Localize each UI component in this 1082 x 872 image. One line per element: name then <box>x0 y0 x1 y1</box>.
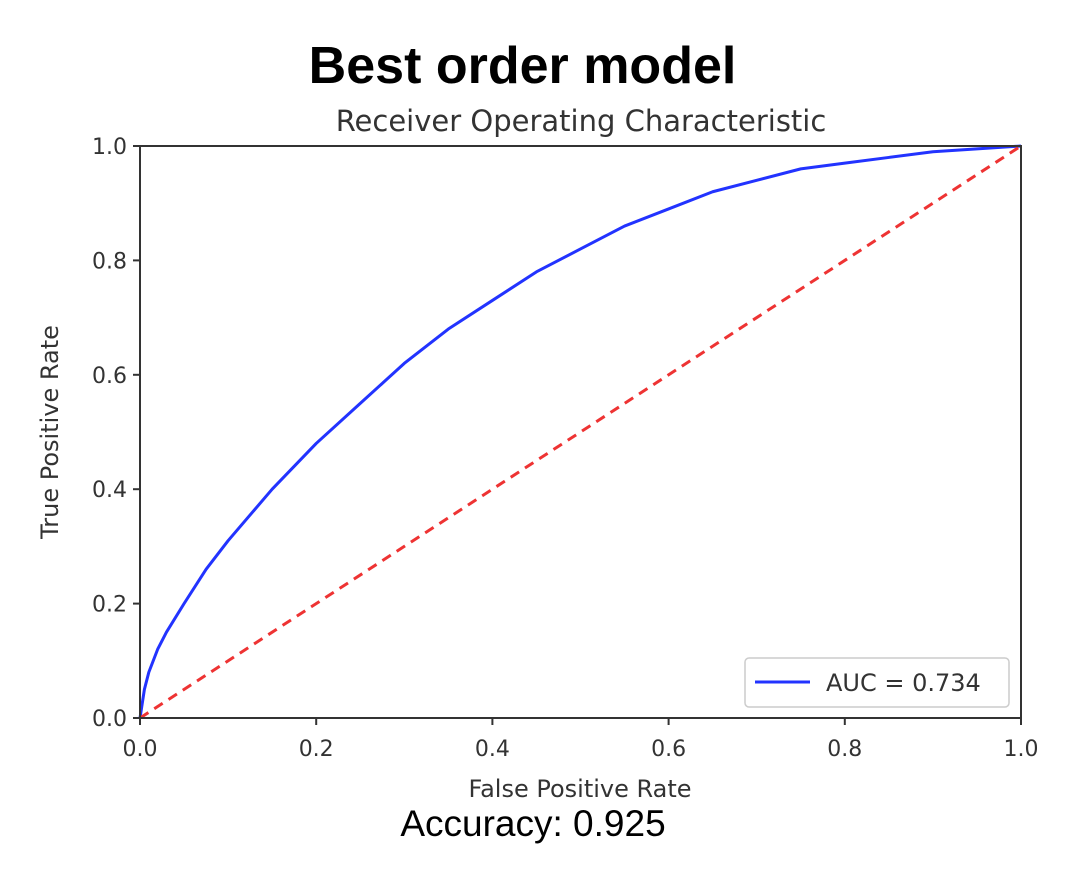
x-tick-label: 0.2 <box>299 737 334 762</box>
y-tick-label: 0.8 <box>92 249 127 274</box>
roc-series-line <box>138 144 1022 719</box>
y-axis-label: True Positive Rate <box>36 325 64 540</box>
x-tick-label: 0.0 <box>123 737 158 762</box>
x-tick-label: 0.4 <box>475 737 510 762</box>
x-axis-label: False Positive Rate <box>468 775 691 803</box>
y-tick-label: 1.0 <box>92 135 127 160</box>
legend: AUC = 0.734 <box>744 657 1010 708</box>
x-tick-label: 0.8 <box>827 737 862 762</box>
axis-ticks: 0.0 0.2 0.4 0.6 0.8 1.0 0.0 0.2 0.4 0.6 0.8 1.0 <box>92 135 1039 762</box>
plot-frame <box>139 145 1022 719</box>
accuracy-label: Accuracy: 0.925 <box>400 803 666 844</box>
page-heading: Best order model <box>308 37 737 95</box>
legend-label: AUC = 0.734 <box>826 669 981 697</box>
chart-title: Receiver Operating Characteristic <box>336 104 827 138</box>
x-tick-label: 1.0 <box>1004 737 1039 762</box>
legend-box <box>744 657 1010 708</box>
y-tick-label: 0.2 <box>92 593 127 618</box>
x-tick-label: 0.6 <box>651 737 686 762</box>
plot-area <box>138 144 1022 720</box>
baseline-series-line <box>139 144 1022 720</box>
y-tick-label: 0.4 <box>92 478 127 503</box>
y-tick-label: 0.0 <box>92 707 127 732</box>
y-tick-label: 0.6 <box>92 364 127 389</box>
